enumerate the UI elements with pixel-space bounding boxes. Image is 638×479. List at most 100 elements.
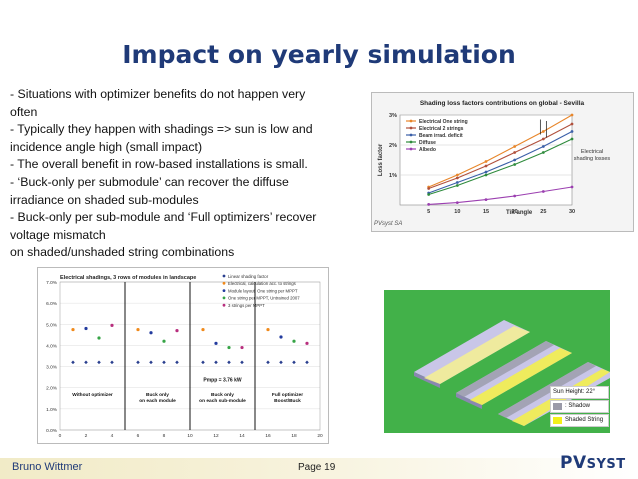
legend-label: Electrical 2 strings [419, 126, 464, 132]
data-point [427, 203, 431, 206]
slide-title: Impact on yearly simulation [122, 40, 516, 69]
group-label: on each sub-module [199, 398, 246, 404]
chart-title: Electrical shadings, 3 rows of modules i… [60, 275, 196, 281]
group-label: Boost/Buck [274, 398, 301, 404]
data-point [513, 194, 517, 198]
chart-title: Shading loss factors contributions on gl… [420, 100, 585, 107]
data-point [484, 173, 488, 177]
bullet-line: voltage mismatch [10, 227, 106, 242]
footer-bar: Bruno Wittmer Page 19 [0, 458, 638, 479]
data-point [71, 327, 75, 332]
group-label: Buck only [146, 392, 169, 398]
y-tick-label: 2.0% [46, 386, 58, 392]
x-tick-label: 2 [85, 433, 88, 439]
legend-marker [409, 119, 413, 123]
data-point [541, 130, 545, 133]
x-tick-label: 25 [540, 209, 546, 215]
x-tick-label: 10 [187, 433, 193, 439]
electrical-shading-svg: Electrical shadings, 3 rows of modules i… [38, 268, 328, 443]
x-tick-label: 4 [111, 433, 114, 439]
data-point [570, 122, 574, 126]
legend-marker [222, 274, 226, 278]
y-tick-label: 1.0% [46, 407, 58, 413]
y-tick-label: 1% [389, 173, 397, 179]
data-point [149, 360, 153, 365]
loss-factor-chart: Shading loss factors contributions on gl… [371, 92, 634, 232]
data-point [110, 360, 114, 365]
legend-marker [222, 289, 226, 292]
data-point [240, 345, 244, 350]
data-point [227, 345, 231, 350]
bullet-line: - Typically they happen with shadings =>… [10, 122, 313, 137]
y-tick-label: 3.0% [46, 365, 58, 371]
x-tick-label: 20 [317, 433, 323, 439]
x-tick-label: 18 [291, 433, 297, 439]
data-point [84, 326, 88, 331]
y-tick-label: 7.0% [46, 280, 58, 286]
sun-legend: Sun Height: 22° : Shadow Shaded String [550, 386, 609, 427]
legend-label: Linear shading factor [228, 274, 269, 279]
data-point [305, 341, 309, 345]
x-tick-label: 15 [483, 209, 489, 215]
data-point [455, 201, 459, 204]
legend-marker [409, 133, 413, 137]
swatch-icon [553, 417, 562, 424]
sun-height-label: Sun Height: 22° [550, 386, 609, 399]
legend-label: Electrical One string [419, 119, 468, 125]
x-axis-label: Tilt angle [506, 210, 533, 216]
bullet-line: on shaded/unshaded string combinations [10, 245, 235, 260]
data-point [110, 323, 114, 327]
y-tick-label: 2% [389, 143, 397, 149]
data-point [149, 331, 153, 335]
data-point [175, 329, 179, 333]
group-label: on each module [139, 398, 176, 404]
legend-label: Albedo [419, 147, 436, 153]
bullet-line: often [10, 104, 38, 119]
watermark: PVsyst SA [374, 221, 402, 227]
x-tick-label: 20 [512, 209, 518, 215]
data-point [455, 184, 459, 187]
data-point [484, 170, 488, 174]
series-line [428, 114, 573, 188]
series-line [428, 131, 573, 194]
x-tick-label: 0 [59, 433, 62, 439]
data-point [541, 151, 545, 154]
data-point [162, 360, 166, 365]
data-point [427, 193, 431, 196]
data-point [427, 187, 431, 190]
data-point [570, 137, 574, 141]
page-number: Page 19 [298, 462, 336, 473]
bullet-line: - The overall benefit in row-based insta… [10, 157, 308, 172]
data-point [484, 198, 488, 201]
data-point [513, 145, 517, 148]
data-point [541, 137, 545, 141]
legend-shaded-string: Shaded String [550, 414, 609, 427]
series-line [428, 123, 573, 190]
group-label: Full optimizer [272, 392, 303, 398]
y-tick-label: 4.0% [46, 343, 58, 349]
y-tick-label: 5.0% [46, 322, 58, 328]
data-point [570, 113, 574, 117]
data-point [201, 327, 205, 332]
data-point [513, 163, 517, 166]
electrical-shading-chart: Electrical shadings, 3 rows of modules i… [37, 267, 329, 444]
data-point [214, 341, 218, 345]
data-point [305, 360, 309, 365]
plot-area [399, 114, 573, 206]
data-point [97, 336, 101, 340]
y-tick-label: 6.0% [46, 301, 58, 307]
x-tick-label: 5 [427, 209, 430, 215]
module-row [456, 341, 572, 405]
x-tick-label: 14 [239, 433, 245, 439]
data-point [541, 145, 545, 148]
legend-label: Module layout, One string per MPPT [228, 288, 298, 293]
data-point [455, 173, 459, 177]
data-point [136, 327, 140, 332]
bullet-line: - Situations with optimizer benefits do … [10, 87, 306, 101]
data-point [162, 339, 166, 343]
data-point [292, 339, 296, 343]
annotation: Pmpp = 3.76 kW [203, 377, 241, 383]
x-tick-label: 12 [213, 433, 219, 439]
data-point [455, 176, 459, 180]
data-point [513, 158, 517, 162]
